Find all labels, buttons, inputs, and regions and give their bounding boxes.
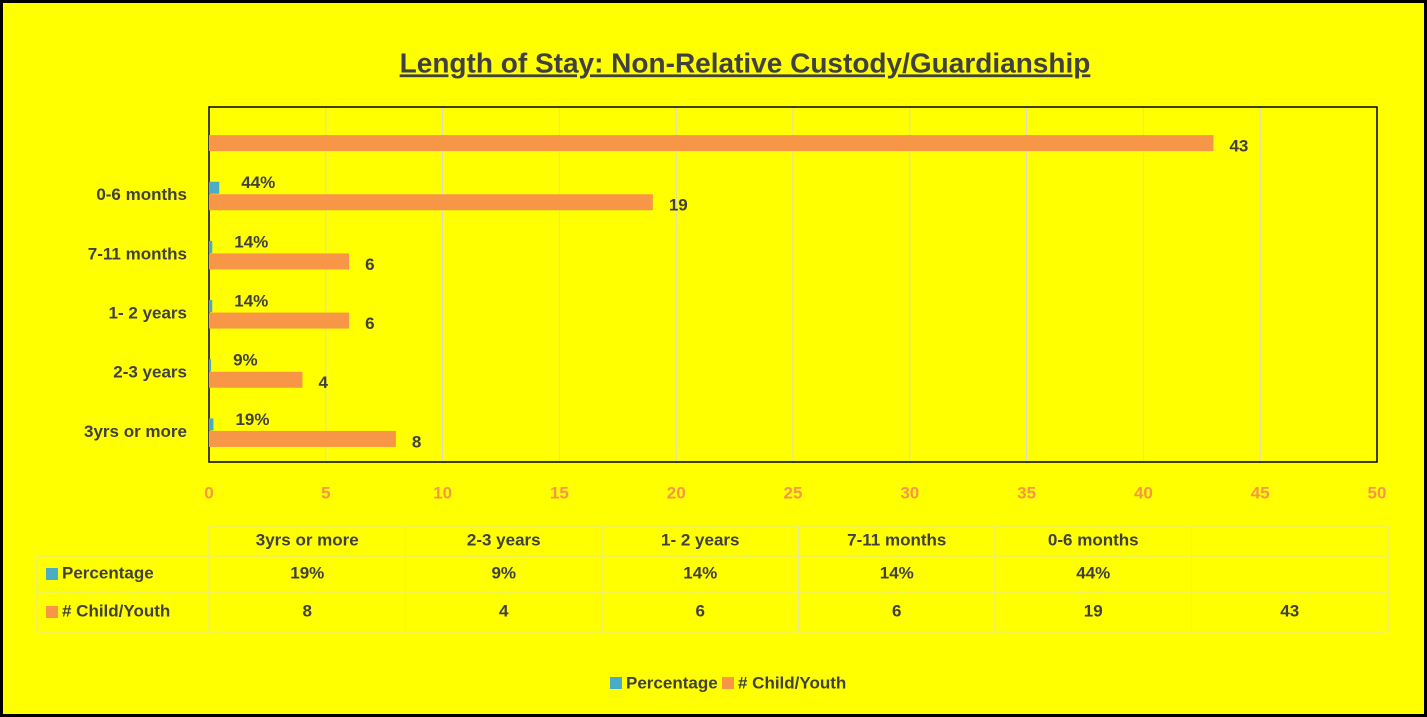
bar xyxy=(209,240,213,253)
bar xyxy=(209,253,350,270)
legend-key xyxy=(722,677,734,689)
x-tick-label: 10 xyxy=(433,483,452,502)
plot-area xyxy=(208,106,1378,463)
table-cell: 19 xyxy=(1084,601,1103,620)
legend-label: # Child/Youth xyxy=(738,673,846,692)
data-label: 8 xyxy=(412,432,421,451)
table-cell: 6 xyxy=(892,601,901,620)
table-header: 3yrs or more xyxy=(256,530,359,549)
y-tick-label: 1- 2 years xyxy=(109,304,187,323)
x-tick-label: 30 xyxy=(900,483,919,502)
x-tick-label: 20 xyxy=(667,483,686,502)
data-label: 4 xyxy=(318,373,328,392)
data-label: 6 xyxy=(365,255,374,274)
legend-key xyxy=(610,677,622,689)
table-row-label: Percentage xyxy=(62,563,154,582)
table-header: 2-3 years xyxy=(467,530,541,549)
x-tick-label: 0 xyxy=(204,483,213,502)
data-label: 43 xyxy=(1229,137,1248,156)
x-tick-label: 40 xyxy=(1134,483,1153,502)
table-cell: 14% xyxy=(683,563,717,582)
table-header: 0-6 months xyxy=(1048,530,1139,549)
table-cell: 43 xyxy=(1280,601,1299,620)
x-tick-label: 45 xyxy=(1251,483,1270,502)
x-tick-label: 35 xyxy=(1017,483,1036,502)
bar xyxy=(209,371,303,388)
data-label: 44% xyxy=(241,173,275,192)
bar xyxy=(209,359,212,372)
x-tick-label: 15 xyxy=(550,483,569,502)
table-legend-key xyxy=(46,568,58,580)
legend-label: Percentage xyxy=(626,673,718,692)
bar xyxy=(209,194,653,211)
bar xyxy=(209,312,350,329)
bar xyxy=(209,418,214,431)
y-tick-label: 3yrs or more xyxy=(84,422,187,441)
table-row-label: # Child/Youth xyxy=(62,601,170,620)
table-cell: 4 xyxy=(499,601,509,620)
table-cell: 6 xyxy=(696,601,705,620)
bar xyxy=(209,181,220,194)
table-header: 1- 2 years xyxy=(661,530,739,549)
data-label: 6 xyxy=(365,314,374,333)
y-tick-label: 0-6 months xyxy=(96,185,187,204)
chart-title: Length of Stay: Non-Relative Custody/Gua… xyxy=(400,47,1091,78)
table-cell: 8 xyxy=(303,601,312,620)
bar xyxy=(209,300,213,313)
data-label: 19 xyxy=(669,196,688,215)
y-tick-label: 2-3 years xyxy=(113,363,187,382)
table-cell: 14% xyxy=(880,563,914,582)
table-cell: 44% xyxy=(1076,563,1110,582)
data-label: 9% xyxy=(233,351,258,370)
data-label: 14% xyxy=(234,292,268,311)
x-tick-label: 25 xyxy=(784,483,803,502)
table-header: 7-11 months xyxy=(847,530,946,549)
x-tick-label: 5 xyxy=(321,483,330,502)
bar xyxy=(209,430,396,447)
table-legend-key xyxy=(46,606,58,618)
y-tick-label: 7-11 months xyxy=(88,244,187,263)
table-cell: 19% xyxy=(290,563,324,582)
x-tick-label: 50 xyxy=(1368,483,1387,502)
data-label: 19% xyxy=(235,410,269,429)
data-label: 14% xyxy=(234,232,268,251)
bar xyxy=(209,135,1214,152)
table-cell: 9% xyxy=(491,563,516,582)
